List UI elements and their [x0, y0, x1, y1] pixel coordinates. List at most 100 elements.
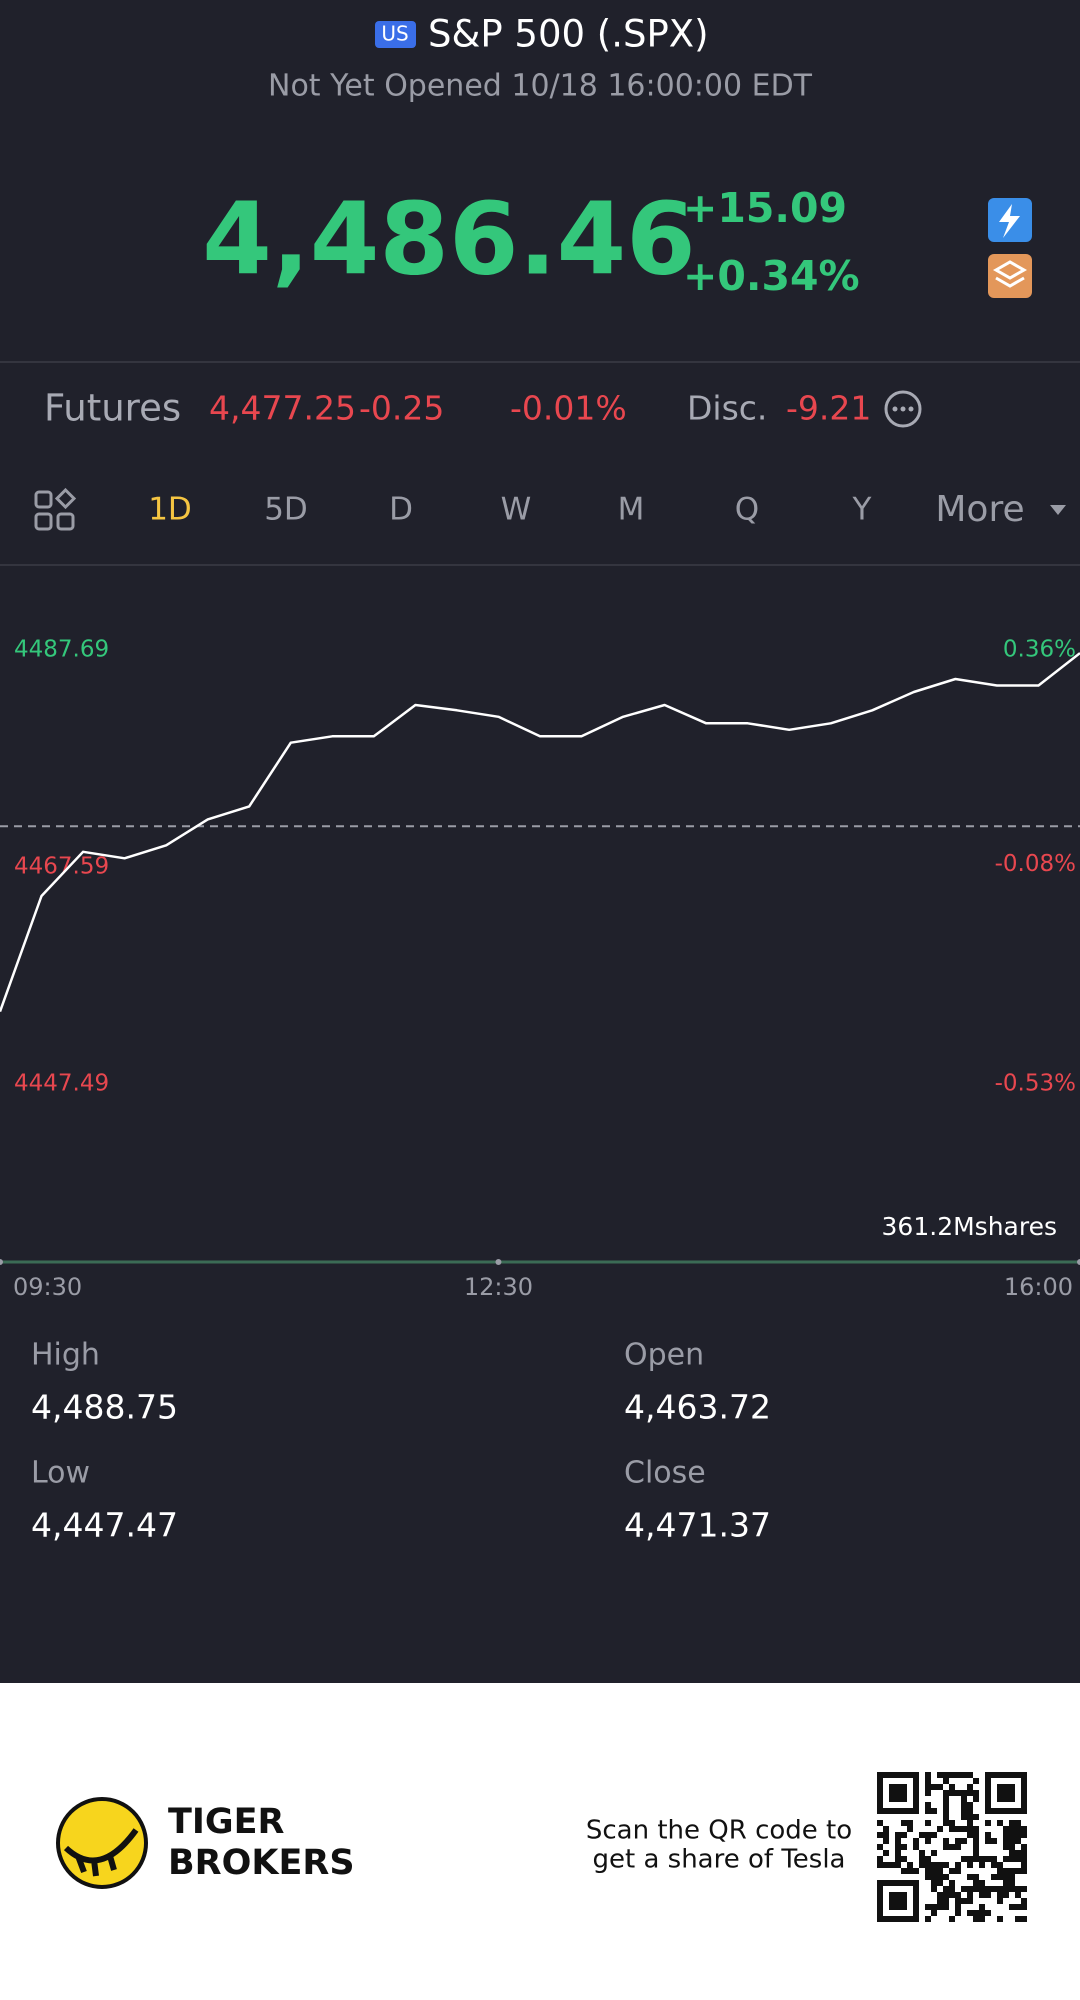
qr-module: [973, 1778, 979, 1784]
dot: [900, 406, 906, 412]
tab[interactable]: W: [501, 492, 532, 528]
qr-module: [961, 1826, 967, 1832]
promo-line1: Scan the QR code to: [586, 1816, 852, 1846]
background: [0, 0, 1080, 1683]
qr-module: [925, 1820, 931, 1826]
x-tick-mark: [495, 1259, 502, 1265]
futures-label: Futures: [44, 387, 181, 430]
qr-module: [895, 1838, 901, 1844]
qr-module: [1009, 1838, 1015, 1844]
logo: [56, 1797, 148, 1889]
qr-module: [949, 1892, 955, 1898]
qr-module: [961, 1838, 967, 1844]
qr-module: [955, 1826, 961, 1832]
qr-module: [1015, 1904, 1021, 1910]
qr-module: [967, 1862, 973, 1868]
qr-module: [895, 1850, 901, 1856]
dot: [908, 406, 914, 412]
qr-module: [973, 1796, 979, 1802]
qr-module: [943, 1790, 949, 1796]
qr-module: [961, 1898, 967, 1904]
qr-module: [883, 1832, 889, 1838]
qr-module: [1009, 1904, 1015, 1910]
qr-module: [949, 1886, 955, 1892]
qr-module: [979, 1916, 985, 1922]
qr-module: [1009, 1856, 1015, 1862]
tab[interactable]: Y: [852, 492, 872, 528]
qr-module: [973, 1850, 979, 1856]
qr-module: [985, 1838, 991, 1844]
qr-module: [943, 1892, 949, 1898]
qr-module: [949, 1772, 955, 1778]
qr-module: [949, 1790, 955, 1796]
qr-module: [1015, 1820, 1021, 1826]
qr-module: [907, 1826, 913, 1832]
market-badge: US: [381, 22, 408, 46]
qr-module: [943, 1772, 949, 1778]
qr-module: [931, 1850, 937, 1856]
qr-finder: [889, 1892, 907, 1910]
tab[interactable]: Q: [735, 492, 759, 528]
qr-module: [1015, 1892, 1021, 1898]
qr-module: [991, 1838, 997, 1844]
qr-module: [925, 1874, 931, 1880]
qr-module: [895, 1832, 901, 1838]
layers-icon[interactable]: [988, 254, 1032, 298]
qr-module: [937, 1892, 943, 1898]
qr-module: [931, 1880, 937, 1886]
qr-module: [1003, 1844, 1009, 1850]
qr-module: [967, 1814, 973, 1820]
tab[interactable]: 1D: [148, 492, 192, 528]
disc-value: -9.21: [786, 389, 871, 428]
qr-module: [967, 1910, 973, 1916]
qr-module: [1003, 1880, 1009, 1886]
qr-module: [961, 1802, 967, 1808]
qr-module: [967, 1820, 973, 1826]
tab[interactable]: M: [618, 492, 645, 528]
more-options[interactable]: [884, 390, 922, 428]
tab[interactable]: 5D: [264, 492, 308, 528]
qr-module: [943, 1820, 949, 1826]
stat-label: Close: [624, 1456, 706, 1491]
qr-module: [1021, 1904, 1027, 1910]
qr-finder: [997, 1784, 1015, 1802]
qr-module: [943, 1898, 949, 1904]
qr-module: [1021, 1862, 1027, 1868]
qr-module: [979, 1862, 985, 1868]
qr-module: [955, 1862, 961, 1868]
qr-module: [937, 1772, 943, 1778]
qr-module: [979, 1892, 985, 1898]
qr-module: [1003, 1856, 1009, 1862]
qr-module: [967, 1856, 973, 1862]
qr-module: [943, 1886, 949, 1892]
brand-line2: BROKERS: [168, 1843, 355, 1883]
qr-module: [919, 1856, 925, 1862]
qr-module: [961, 1856, 967, 1862]
qr-module: [943, 1796, 949, 1802]
qr-module: [979, 1904, 985, 1910]
x-tick-label: 16:00: [1004, 1273, 1073, 1301]
qr-module: [943, 1802, 949, 1808]
qr-module: [943, 1778, 949, 1784]
stat-label: High: [31, 1338, 100, 1373]
tab[interactable]: More: [935, 489, 1024, 530]
qr-module: [991, 1874, 997, 1880]
qr-module: [895, 1862, 901, 1868]
qr-module: [985, 1892, 991, 1898]
tab[interactable]: D: [389, 492, 413, 528]
layout-icon[interactable]: [34, 487, 77, 531]
x-tick-label: 09:30: [13, 1273, 82, 1301]
qr-module: [931, 1910, 937, 1916]
qr-module: [943, 1844, 949, 1850]
qr-module: [955, 1892, 961, 1898]
stat-value: 4,471.37: [624, 1506, 771, 1545]
qr-module: [991, 1886, 997, 1892]
qr-module: [943, 1904, 949, 1910]
qr-module: [973, 1880, 979, 1886]
qr-module: [955, 1772, 961, 1778]
qr-module: [955, 1868, 961, 1874]
qr-module: [1021, 1856, 1027, 1862]
qr-module: [931, 1784, 937, 1790]
